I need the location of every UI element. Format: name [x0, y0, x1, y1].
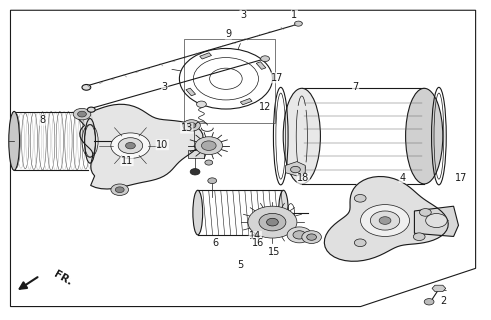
- Text: 1: 1: [291, 10, 298, 20]
- Circle shape: [208, 178, 217, 184]
- Text: 4: 4: [399, 172, 405, 182]
- Text: FR.: FR.: [52, 269, 74, 287]
- Circle shape: [291, 166, 300, 173]
- Polygon shape: [240, 99, 252, 105]
- Circle shape: [118, 138, 143, 154]
- Polygon shape: [432, 285, 446, 292]
- Circle shape: [111, 184, 129, 196]
- Text: 17: 17: [455, 172, 467, 182]
- Circle shape: [126, 142, 136, 149]
- Circle shape: [196, 101, 206, 108]
- Circle shape: [287, 227, 312, 243]
- Circle shape: [424, 299, 434, 305]
- Polygon shape: [78, 104, 203, 189]
- Circle shape: [259, 213, 286, 231]
- Circle shape: [201, 141, 216, 150]
- Circle shape: [115, 187, 124, 193]
- Text: 10: 10: [156, 140, 168, 150]
- Text: 11: 11: [121, 156, 133, 166]
- Circle shape: [267, 218, 278, 226]
- Text: 3: 3: [240, 10, 246, 20]
- Circle shape: [87, 107, 95, 112]
- Text: 14: 14: [249, 231, 261, 242]
- Text: 13: 13: [181, 123, 193, 133]
- Circle shape: [307, 234, 317, 240]
- Ellipse shape: [84, 119, 95, 163]
- Circle shape: [183, 120, 200, 131]
- Text: 2: 2: [440, 296, 447, 306]
- Text: 8: 8: [39, 115, 45, 125]
- Circle shape: [370, 211, 400, 230]
- Circle shape: [78, 111, 86, 117]
- Text: 9: 9: [225, 29, 231, 39]
- Polygon shape: [256, 62, 266, 69]
- Circle shape: [355, 239, 366, 247]
- Text: 17: 17: [271, 73, 283, 83]
- Ellipse shape: [283, 88, 321, 184]
- Text: 6: 6: [212, 238, 218, 248]
- Polygon shape: [186, 88, 195, 96]
- Circle shape: [295, 21, 302, 26]
- Circle shape: [195, 137, 222, 155]
- Circle shape: [293, 231, 306, 239]
- Polygon shape: [188, 150, 204, 158]
- Ellipse shape: [406, 88, 443, 184]
- Polygon shape: [200, 53, 212, 59]
- Text: 5: 5: [238, 260, 244, 270]
- Circle shape: [73, 108, 91, 120]
- Circle shape: [360, 204, 409, 236]
- Polygon shape: [325, 177, 448, 261]
- Circle shape: [419, 209, 431, 216]
- Text: 16: 16: [251, 238, 264, 248]
- Circle shape: [379, 217, 391, 224]
- Circle shape: [205, 160, 213, 165]
- Circle shape: [187, 123, 196, 128]
- Circle shape: [261, 56, 270, 61]
- Circle shape: [248, 206, 297, 238]
- Ellipse shape: [193, 190, 203, 235]
- Circle shape: [302, 231, 322, 244]
- Polygon shape: [286, 162, 305, 176]
- Circle shape: [82, 84, 91, 90]
- Circle shape: [426, 213, 447, 228]
- Text: 15: 15: [268, 247, 280, 257]
- Circle shape: [413, 233, 425, 241]
- Text: 7: 7: [353, 82, 359, 92]
- Ellipse shape: [278, 190, 288, 235]
- Ellipse shape: [9, 111, 20, 170]
- Text: 3: 3: [162, 82, 168, 92]
- Circle shape: [190, 169, 200, 175]
- Text: 18: 18: [297, 173, 309, 183]
- Text: 12: 12: [259, 102, 271, 112]
- Circle shape: [355, 195, 366, 202]
- Polygon shape: [414, 206, 459, 236]
- Circle shape: [111, 133, 150, 158]
